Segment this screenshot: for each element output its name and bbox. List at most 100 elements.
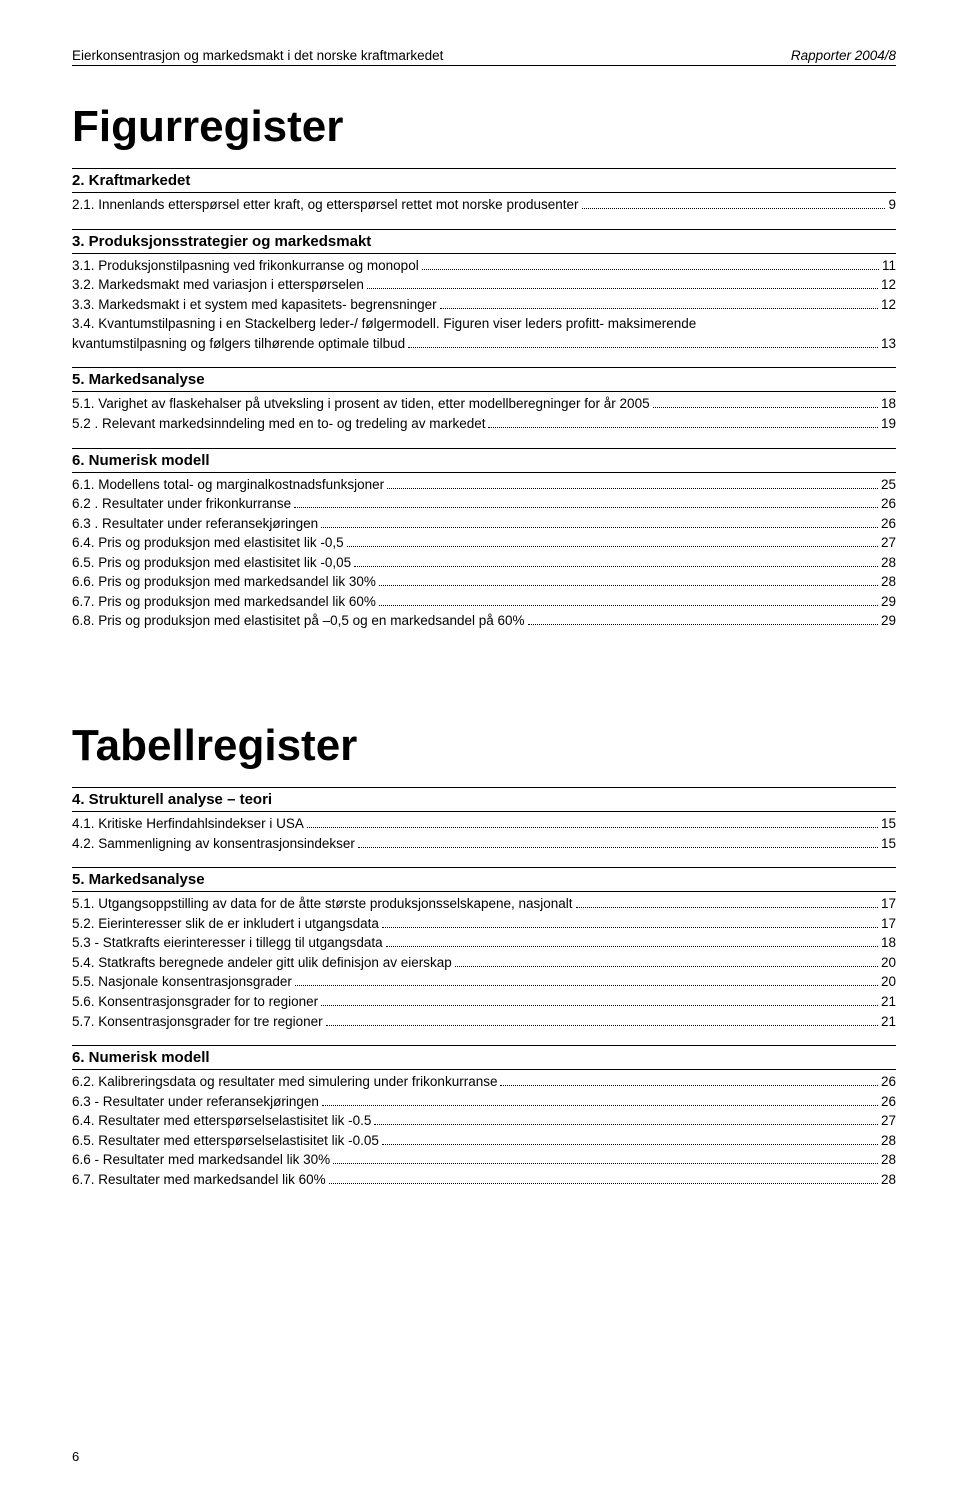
table-toc-page: 28 (881, 1150, 896, 1170)
figure-toc-page: 27 (881, 533, 896, 553)
toc-leader-dots (295, 985, 878, 986)
toc-leader-dots (307, 827, 878, 828)
table-toc-line: 6.7. Resultater med markedsandel lik 60%… (72, 1170, 896, 1190)
figure-toc-page: 29 (881, 611, 896, 631)
table-toc-line: 6.4. Resultater med etterspørselselastis… (72, 1111, 896, 1131)
table-toc-page: 27 (881, 1111, 896, 1131)
figure-toc-page: 12 (881, 275, 896, 295)
tables-toc: 4. Strukturell analyse – teori4.1. Kriti… (72, 787, 896, 1189)
figure-toc-line: 3.2. Markedsmakt med variasjon i ettersp… (72, 275, 896, 295)
figures-toc: 2. Kraftmarkedet2.1. Innenlands etterspø… (72, 168, 896, 631)
table-toc-page: 26 (881, 1072, 896, 1092)
table-toc-page: 18 (881, 933, 896, 953)
toc-leader-dots (500, 1085, 878, 1086)
figure-toc-line: 3.3. Markedsmakt i et system med kapasit… (72, 295, 896, 315)
toc-leader-dots (387, 488, 878, 489)
table-section-heading: 5. Markedsanalyse (72, 867, 896, 892)
toc-leader-dots (408, 347, 878, 348)
figure-toc-line: 6.8. Pris og produksjon med elastisitet … (72, 611, 896, 631)
toc-leader-dots (653, 407, 878, 408)
table-toc-line: 5.1. Utgangsoppstilling av data for de å… (72, 894, 896, 914)
table-toc-line: 5.3 - Statkrafts eierinteresser i tilleg… (72, 933, 896, 953)
figure-toc-page: 19 (881, 414, 896, 434)
figure-toc-page: 28 (881, 572, 896, 592)
table-toc-page: 15 (881, 834, 896, 854)
figure-toc-label: 6.2 . Resultater under frikonkurranse (72, 494, 291, 514)
table-toc-page: 26 (881, 1092, 896, 1112)
toc-leader-dots (455, 966, 878, 967)
table-toc-line: 5.4. Statkrafts beregnede andeler gitt u… (72, 953, 896, 973)
table-toc-line: 6.2. Kalibreringsdata og resultater med … (72, 1072, 896, 1092)
table-toc-page: 28 (881, 1131, 896, 1151)
figure-toc-page: 11 (882, 256, 896, 276)
table-toc-page: 15 (881, 814, 896, 834)
figure-toc-label: 6.8. Pris og produksjon med elastisitet … (72, 611, 525, 631)
table-toc-label: 4.1. Kritiske Herfindahlsindekser i USA (72, 814, 304, 834)
table-toc-label: 6.3 - Resultater under referansekjøringe… (72, 1092, 319, 1112)
table-toc-line: 5.7. Konsentrasjonsgrader for tre region… (72, 1012, 896, 1032)
table-toc-label: 5.1. Utgangsoppstilling av data for de å… (72, 894, 573, 914)
figure-toc-page: 18 (881, 394, 896, 414)
figure-toc-line: 2.1. Innenlands etterspørsel etter kraft… (72, 195, 896, 215)
toc-leader-dots (321, 527, 878, 528)
figure-toc-line: 6.1. Modellens total- og marginalkostnad… (72, 475, 896, 495)
table-toc-page: 28 (881, 1170, 896, 1190)
figure-section-heading: 3. Produksjonsstrategier og markedsmakt (72, 229, 896, 254)
table-toc-line: 6.5. Resultater med etterspørselselastis… (72, 1131, 896, 1151)
figure-toc-page: 26 (881, 494, 896, 514)
figure-toc-label: 6.3 . Resultater under referansekjøringe… (72, 514, 318, 534)
figure-toc-label: 3.1. Produksjonstilpasning ved frikonkur… (72, 256, 419, 276)
table-toc-page: 20 (881, 953, 896, 973)
toc-leader-dots (422, 269, 879, 270)
figure-section-heading: 6. Numerisk modell (72, 448, 896, 473)
toc-leader-dots (382, 927, 878, 928)
table-toc-label: 6.4. Resultater med etterspørselselastis… (72, 1111, 371, 1131)
figure-toc-label: 6.7. Pris og produksjon med markedsandel… (72, 592, 376, 612)
toc-leader-dots (333, 1163, 878, 1164)
table-toc-line: 5.5. Nasjonale konsentrasjonsgrader20 (72, 972, 896, 992)
figure-toc-page: 9 (888, 195, 896, 215)
figure-toc-label: 6.5. Pris og produksjon med elastisitet … (72, 553, 351, 573)
toc-leader-dots (322, 1105, 878, 1106)
table-toc-page: 17 (881, 914, 896, 934)
document-page: Eierkonsentrasjon og markedsmakt i det n… (0, 0, 960, 1512)
toc-leader-dots (386, 946, 878, 947)
figurregister-title: Figurregister (72, 102, 896, 152)
toc-leader-dots (576, 907, 878, 908)
page-header: Eierkonsentrasjon og markedsmakt i det n… (72, 48, 896, 66)
table-toc-label: 6.7. Resultater med markedsandel lik 60% (72, 1170, 326, 1190)
table-toc-page: 17 (881, 894, 896, 914)
table-toc-label: 6.6 - Resultater med markedsandel lik 30… (72, 1150, 330, 1170)
table-toc-page: 20 (881, 972, 896, 992)
figure-toc-line: 6.4. Pris og produksjon med elastisitet … (72, 533, 896, 553)
table-toc-line: 4.1. Kritiske Herfindahlsindekser i USA 1… (72, 814, 896, 834)
figure-toc-page: 26 (881, 514, 896, 534)
figure-toc-line: 6.5. Pris og produksjon med elastisitet … (72, 553, 896, 573)
table-toc-page: 21 (881, 992, 896, 1012)
figure-toc-label: 3.3. Markedsmakt i et system med kapasit… (72, 295, 437, 315)
table-toc-line: 6.3 - Resultater under referansekjøringe… (72, 1092, 896, 1112)
figure-section-heading: 2. Kraftmarkedet (72, 168, 896, 193)
page-number: 6 (72, 1449, 896, 1464)
toc-leader-dots (354, 566, 878, 567)
figure-toc-page: 13 (881, 334, 896, 354)
figure-toc-line: 6.6. Pris og produksjon med markedsandel… (72, 572, 896, 592)
table-toc-line: 5.2. Eierinteresser slik de er inkludert… (72, 914, 896, 934)
table-toc-line: 5.6. Konsentrasjonsgrader for to regione… (72, 992, 896, 1012)
toc-leader-dots (528, 624, 878, 625)
table-toc-label: 5.3 - Statkrafts eierinteresser i tilleg… (72, 933, 383, 953)
header-right: Rapporter 2004/8 (791, 48, 896, 63)
toc-leader-dots (326, 1025, 878, 1026)
figure-toc-line: 6.3 . Resultater under referansekjøringe… (72, 514, 896, 534)
figure-toc-line: 6.7. Pris og produksjon med markedsandel… (72, 592, 896, 612)
figure-toc-label: 3.4. Kvantumstilpasning i en Stackelberg… (72, 314, 696, 334)
figure-toc-page: 29 (881, 592, 896, 612)
figure-toc-line: 3.1. Produksjonstilpasning ved frikonkur… (72, 256, 896, 276)
figure-toc-line: 5.2 . Relevant markedsinndeling med en t… (72, 414, 896, 434)
toc-leader-dots (382, 1144, 878, 1145)
figure-toc-line: kvantumstilpasning og følgers tilhørende… (72, 334, 896, 354)
toc-leader-dots (294, 507, 878, 508)
toc-leader-dots (367, 288, 878, 289)
toc-leader-dots (358, 847, 878, 848)
figure-toc-label: kvantumstilpasning og følgers tilhørende… (72, 334, 405, 354)
